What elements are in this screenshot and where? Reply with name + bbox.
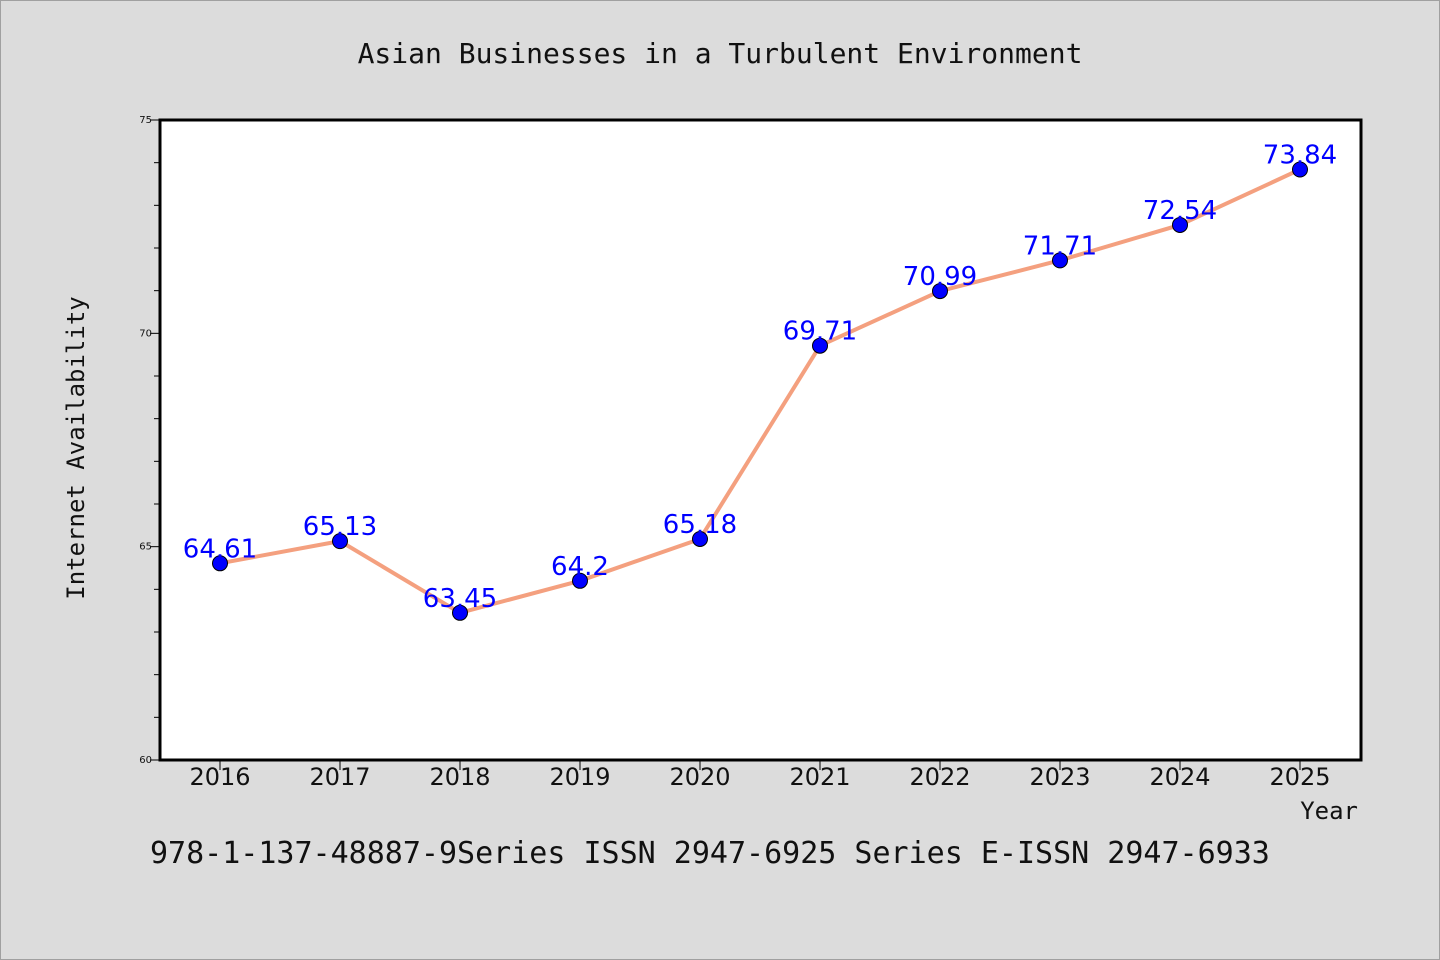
chart-title: Asian Businesses in a Turbulent Environm… bbox=[358, 37, 1083, 70]
y-tick-label: 60 bbox=[139, 755, 152, 766]
x-tick-label: 2016 bbox=[189, 763, 250, 791]
y-tick-label: 75 bbox=[139, 115, 152, 126]
data-point bbox=[1052, 252, 1068, 269]
data-label: 72.54 bbox=[1143, 196, 1217, 226]
plot-area bbox=[158, 118, 1363, 762]
series-group: 64.61 65.13 63.45 64.2 65.18 69.71 70.99 71.71 7… bbox=[183, 140, 1337, 621]
x-tick-label: 2022 bbox=[909, 763, 970, 791]
x-axis: 2016 2017 2018 2019 2020 2021 2022 2023 2024 2025 bbox=[189, 760, 1331, 791]
data-point bbox=[212, 555, 228, 572]
y-axis-label: Internet Availability bbox=[62, 296, 90, 599]
data-point bbox=[452, 604, 468, 621]
data-point bbox=[332, 533, 348, 550]
data-label: 70.99 bbox=[903, 262, 977, 292]
x-tick-label: 2017 bbox=[309, 763, 370, 791]
x-tick-label: 2020 bbox=[669, 763, 730, 791]
x-tick-label: 2021 bbox=[789, 763, 850, 791]
data-point bbox=[1292, 161, 1308, 178]
y-tick-label: 65 bbox=[139, 542, 152, 553]
data-point bbox=[812, 337, 828, 354]
data-label: 69.71 bbox=[783, 317, 857, 347]
x-tick-label: 2024 bbox=[1149, 763, 1210, 791]
x-tick-label: 2019 bbox=[549, 763, 610, 791]
data-label: 65.13 bbox=[303, 512, 377, 542]
data-point bbox=[1172, 216, 1188, 233]
data-label: 63.45 bbox=[423, 584, 497, 614]
data-label: 65.18 bbox=[663, 510, 737, 540]
data-point bbox=[572, 572, 588, 589]
data-label: 73.84 bbox=[1263, 140, 1337, 170]
data-label: 64.61 bbox=[183, 534, 257, 564]
x-tick-label: 2023 bbox=[1029, 763, 1090, 791]
x-tick-label: 2018 bbox=[429, 763, 490, 791]
data-point bbox=[932, 283, 948, 300]
y-axis: 60 65 70 75 bbox=[139, 115, 160, 766]
x-tick-label: 2025 bbox=[1269, 763, 1330, 791]
data-point bbox=[692, 530, 708, 547]
data-label: 64.2 bbox=[551, 552, 609, 582]
x-axis-label: Year bbox=[1300, 797, 1358, 825]
y-tick-label: 70 bbox=[139, 328, 152, 339]
data-label: 71.71 bbox=[1023, 231, 1097, 261]
series-line bbox=[218, 167, 1302, 615]
footer-isbn-text: 978-1-137-48887-9Series ISSN 2947-6925 S… bbox=[150, 836, 1270, 871]
